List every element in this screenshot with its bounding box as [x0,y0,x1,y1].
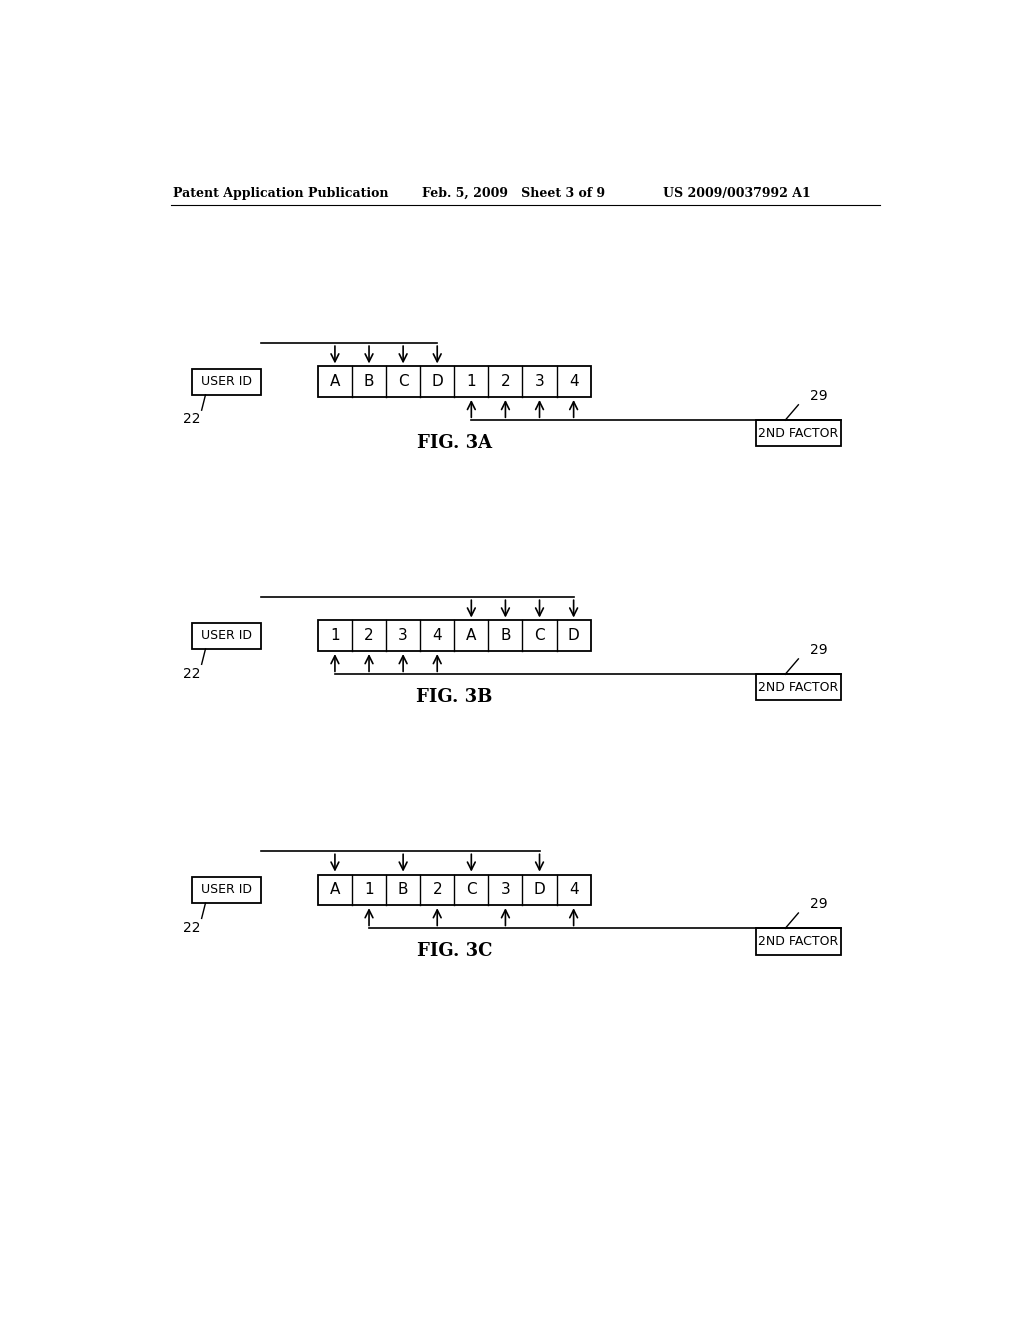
Bar [191,876,261,903]
Text: B: B [500,628,511,643]
Text: C: C [466,882,476,898]
Text: B: B [364,374,375,389]
Text: D: D [567,628,580,643]
Text: 1: 1 [330,628,340,643]
Text: 22: 22 [183,412,201,426]
Text: 2: 2 [501,374,510,389]
Text: 4: 4 [568,882,579,898]
Bar [756,675,841,701]
Bar [756,420,841,446]
Text: 2: 2 [365,628,374,643]
Text: 3: 3 [535,374,545,389]
Bar [317,620,591,651]
Text: D: D [431,374,443,389]
Text: 2ND FACTOR: 2ND FACTOR [758,935,839,948]
Text: 29: 29 [810,643,828,656]
Text: 22: 22 [183,667,201,681]
Text: 4: 4 [432,628,442,643]
Text: 1: 1 [365,882,374,898]
Text: FIG. 3B: FIG. 3B [416,689,493,706]
Bar [317,367,591,397]
Text: 22: 22 [183,920,201,935]
Text: FIG. 3C: FIG. 3C [417,942,492,961]
Text: USER ID: USER ID [201,630,252,643]
Text: 2ND FACTOR: 2ND FACTOR [758,426,839,440]
Text: 3: 3 [501,882,510,898]
Text: C: C [397,374,409,389]
Bar [756,928,841,954]
Text: A: A [330,374,340,389]
Text: 29: 29 [810,388,828,403]
Text: 4: 4 [568,374,579,389]
Text: 2ND FACTOR: 2ND FACTOR [758,681,839,694]
Text: 2: 2 [432,882,442,898]
Text: A: A [466,628,476,643]
Text: 1: 1 [467,374,476,389]
Text: US 2009/0037992 A1: US 2009/0037992 A1 [663,186,811,199]
Text: 29: 29 [810,896,828,911]
Text: A: A [330,882,340,898]
Text: USER ID: USER ID [201,375,252,388]
Text: B: B [398,882,409,898]
Text: C: C [535,628,545,643]
Text: Feb. 5, 2009   Sheet 3 of 9: Feb. 5, 2009 Sheet 3 of 9 [423,186,605,199]
Bar [317,875,591,906]
Text: USER ID: USER ID [201,883,252,896]
Text: Patent Application Publication: Patent Application Publication [173,186,388,199]
Text: D: D [534,882,546,898]
Text: 3: 3 [398,628,408,643]
Bar [191,623,261,649]
Text: FIG. 3A: FIG. 3A [417,434,492,453]
Bar [191,368,261,395]
